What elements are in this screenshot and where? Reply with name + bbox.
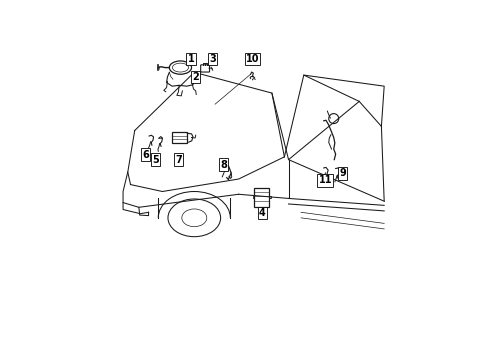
Text: 4: 4 (259, 208, 266, 218)
Text: 1: 1 (188, 54, 195, 64)
Text: 9: 9 (339, 168, 346, 179)
Text: 10: 10 (246, 54, 259, 64)
Text: 8: 8 (220, 159, 227, 170)
Text: 5: 5 (152, 155, 159, 165)
Bar (172, 132, 187, 143)
Text: 6: 6 (143, 150, 149, 159)
Text: 11: 11 (318, 175, 332, 185)
Text: 2: 2 (192, 72, 199, 82)
Text: 7: 7 (175, 155, 182, 165)
Text: 3: 3 (209, 54, 216, 64)
Bar (254, 188, 269, 207)
